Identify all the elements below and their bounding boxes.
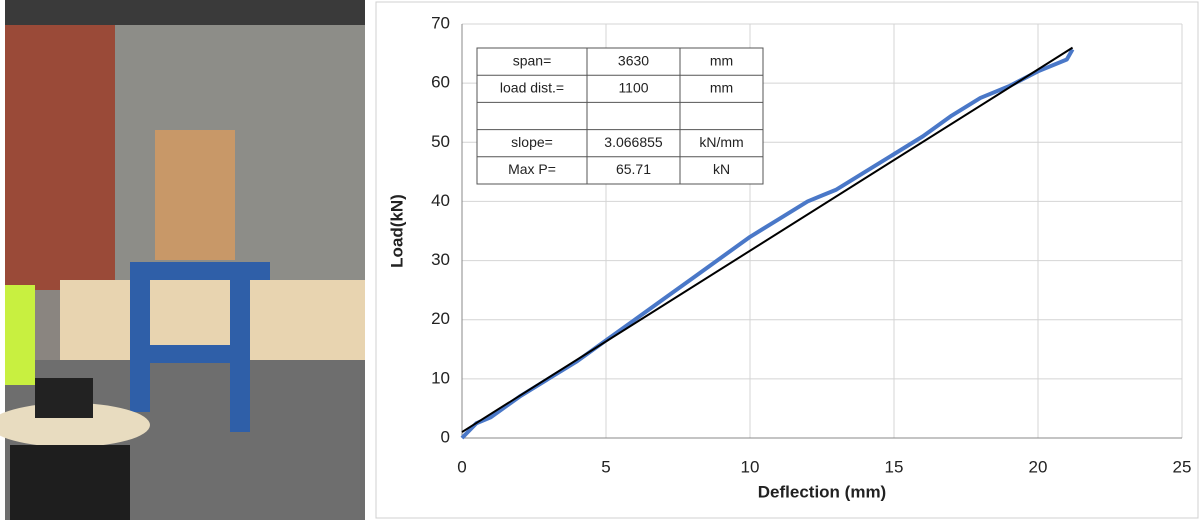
shelf: [155, 130, 235, 260]
x-tick-label: 25: [1173, 457, 1192, 476]
table-cell: 3.066855: [604, 134, 663, 150]
y-tick-label: 50: [431, 132, 450, 151]
table-cell: kN: [713, 161, 730, 177]
x-tick-label: 5: [601, 457, 610, 476]
brick-wall: [5, 0, 115, 290]
table-cell: span=: [513, 52, 552, 68]
x-tick-label: 20: [1029, 457, 1048, 476]
y-axis-title: Load(kN): [387, 194, 406, 268]
table-cell: 65.71: [616, 161, 651, 177]
frame: [150, 345, 230, 363]
table-cell: mm: [710, 52, 733, 68]
y-tick-label: 30: [431, 250, 450, 269]
frame: [130, 262, 270, 280]
drum: [10, 445, 130, 520]
y-tick-label: 20: [431, 309, 450, 328]
table-cell: slope=: [511, 134, 553, 150]
photo: [0, 0, 365, 520]
info-table: [476, 47, 764, 185]
person: [5, 285, 35, 385]
frame: [230, 262, 250, 432]
x-tick-label: 10: [741, 457, 760, 476]
block-wall: [115, 0, 365, 290]
y-tick-label: 10: [431, 368, 450, 387]
ceiling: [5, 0, 365, 25]
table-cell: 1100: [618, 80, 648, 96]
table-cell: Max P=: [508, 161, 556, 177]
series-line: [461, 46, 1074, 433]
table-cell: 3630: [618, 52, 649, 68]
table-cell: mm: [710, 80, 733, 96]
y-tick-label: 60: [431, 73, 450, 92]
frame: [130, 262, 150, 412]
x-tick-label: 15: [885, 457, 904, 476]
x-tick-label: 0: [457, 457, 466, 476]
y-tick-label: 0: [441, 427, 450, 446]
y-tick-label: 40: [431, 191, 450, 210]
laptop: [35, 378, 93, 418]
table-cell: load dist.=: [500, 80, 564, 96]
x-axis-title: Deflection (mm): [758, 482, 886, 501]
table-cell: kN/mm: [699, 134, 743, 150]
y-tick-label: 70: [431, 13, 450, 32]
